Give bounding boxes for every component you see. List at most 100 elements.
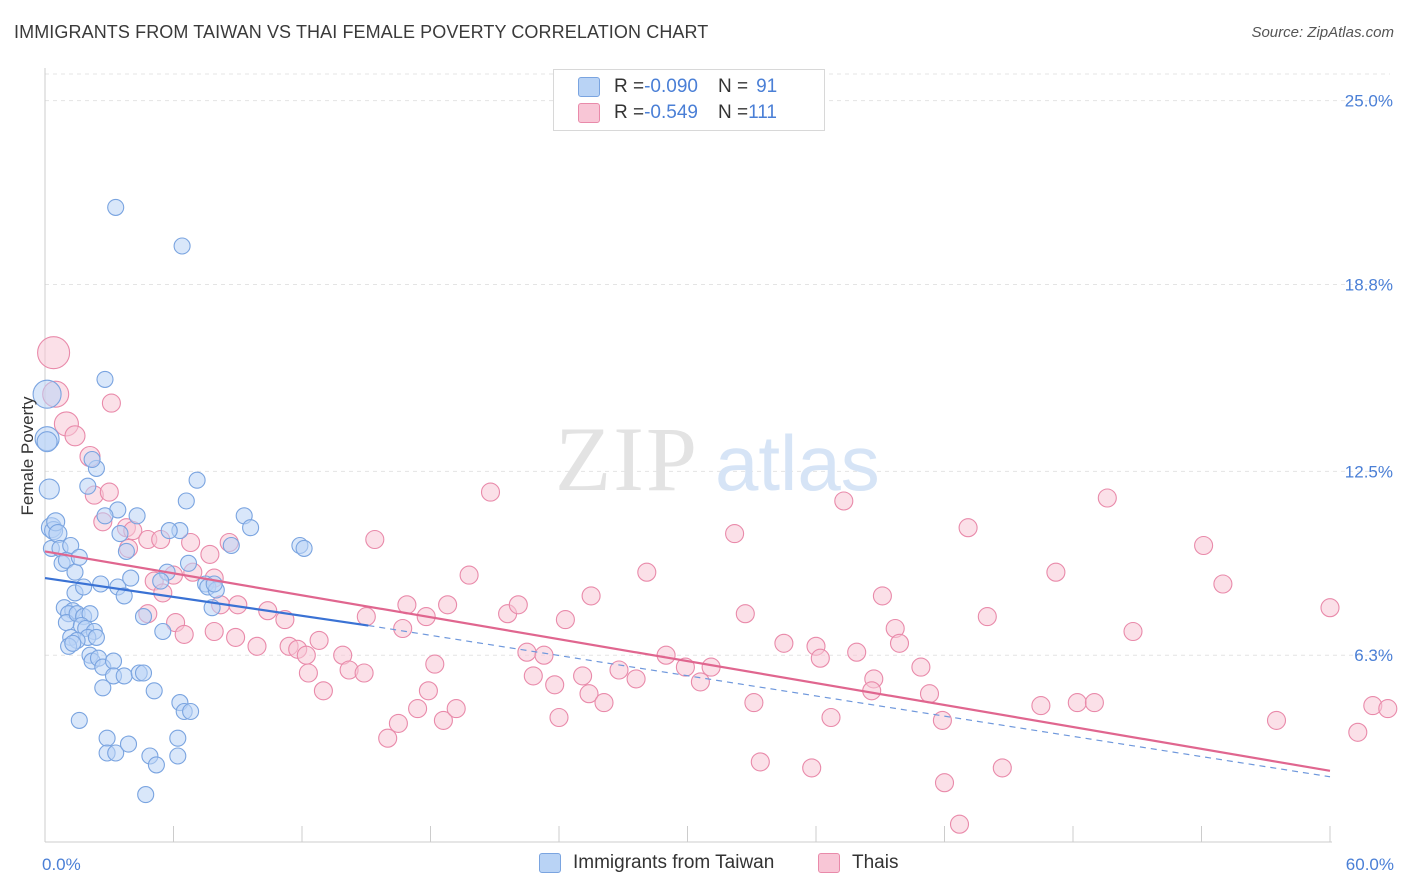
taiwan-point [177,492,195,510]
thais-point [313,681,333,701]
thais-point [958,518,978,538]
thais-point [821,707,841,728]
legend-swatch-taiwan [578,77,600,97]
taiwan-point [115,587,133,605]
taiwan-point [152,572,170,590]
thais-point [438,595,458,615]
thais-point [725,524,745,544]
thais-point [545,675,565,695]
thais-point [365,529,385,550]
y-tick-label: 12.5% [1345,462,1393,481]
thais-point [517,642,537,662]
legend-n-label: N = [717,76,749,97]
thais-point [378,728,398,748]
thais-point [1046,562,1066,582]
thais-point [1266,710,1287,730]
taiwan-point [38,478,60,500]
taiwan-point [64,634,82,652]
chart-title: IMMIGRANTS FROM TAIWAN VS THAI FEMALE PO… [14,22,709,42]
taiwan-point [104,652,123,670]
thais-point [573,666,593,686]
thais-point [637,562,657,582]
taiwan-trend-line [44,577,369,627]
legend-n-value: 111 [748,102,777,123]
thais-point [64,425,86,447]
watermark: ZIP atlas [555,408,880,510]
series-legend: Immigrants from Taiwan Thais [0,852,1406,878]
thais-point [1123,621,1143,642]
taiwan-point [222,536,240,555]
legend-n-value: 91 [756,76,778,97]
thais-point [459,565,479,585]
taiwan-point [94,679,112,697]
thais-point [834,491,854,511]
y-tick-label: 6.3% [1354,646,1393,665]
thais-point [1320,598,1340,618]
thais-point [37,336,71,370]
taiwan-point [98,729,116,747]
legend-r-label: R = [614,76,645,97]
legend-r-value: -0.090 [644,76,698,97]
series-swatch-taiwan [539,853,561,873]
taiwan-point [295,539,313,557]
taiwan-point [48,524,68,544]
series-label-taiwan: Immigrants from Taiwan [573,852,775,873]
thais-point [594,693,614,713]
taiwan-point [83,450,101,469]
thais-point [949,814,970,834]
thais-point [446,699,466,719]
thais-point [534,645,554,665]
legend-swatch-thais [578,103,600,123]
taiwan-point [107,198,125,216]
taiwan-point [169,729,187,747]
thais-point [1067,693,1087,713]
thais-point [744,693,764,713]
taiwan-point [75,578,93,596]
thais-point [200,544,220,564]
thais-point [393,618,413,639]
taiwan-point [160,522,178,540]
thais-point [847,642,867,662]
thais-point [1194,535,1214,556]
axes [44,68,1332,843]
thais-point [433,710,453,730]
thais-point [626,669,646,689]
thais-point [523,666,543,686]
thais-point [774,633,794,653]
taiwan-point [92,575,110,593]
watermark-atlas: atlas [715,419,880,507]
taiwan-point [145,682,163,700]
thais-point [298,663,318,683]
thais-point [992,758,1012,778]
taiwan-point [169,747,187,765]
taiwan-point [188,471,206,489]
thais-point [1213,574,1233,594]
thais-point [555,610,575,630]
thais-point [356,607,376,627]
taiwan-point [87,628,105,646]
tick-labels: 6.3% 12.5% 18.8% 25.0% 0.0% 60.0% [42,92,1394,874]
thais-point [1348,722,1368,742]
thais-point [418,681,438,701]
thais-point [204,621,224,642]
x-tick-label: 0.0% [42,855,81,874]
taiwan-point [134,608,153,626]
taiwan-point [154,622,172,641]
taiwan-point [32,379,62,409]
trend-lines [44,550,1331,778]
series-legend-taiwan[interactable]: Immigrants from Taiwan [539,852,774,874]
thais-point [810,648,830,668]
thais-point [99,482,119,502]
thais-point [1097,488,1117,508]
grid-lines [45,73,1390,656]
taiwan-point [70,711,88,729]
thais-point [408,699,428,719]
taiwan-point [36,431,58,453]
legend-n-label: N = [717,102,749,123]
taiwan-point [147,756,165,774]
legend-row-taiwan: R = -0.090 N = 91 [578,75,777,99]
thais-point [911,657,931,677]
series-legend-thais[interactable]: Thais [818,852,898,874]
x-tick-label: 60.0% [1346,855,1394,874]
series-label-thais: Thais [852,852,899,873]
